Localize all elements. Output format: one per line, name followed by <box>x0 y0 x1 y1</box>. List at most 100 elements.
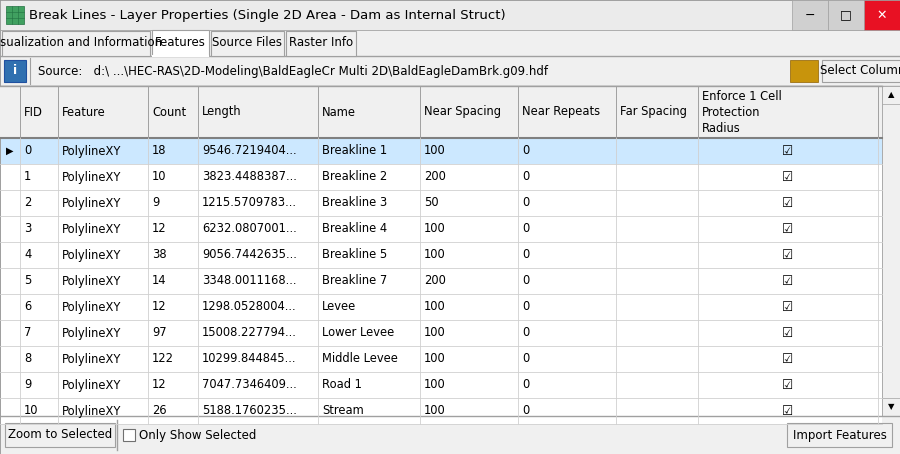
Text: Road 1: Road 1 <box>322 379 362 391</box>
Bar <box>1 138 882 164</box>
Text: 8: 8 <box>24 352 32 365</box>
Bar <box>1 372 882 398</box>
Bar <box>864 0 900 30</box>
Text: 15008.227794...: 15008.227794... <box>202 326 297 340</box>
Bar <box>211 31 284 56</box>
Bar <box>4 60 26 82</box>
Text: FID: FID <box>24 105 43 118</box>
Text: Features: Features <box>155 36 206 49</box>
Bar <box>1 346 882 372</box>
Text: Only Show Selected: Only Show Selected <box>139 429 256 441</box>
Text: Zoom to Selected: Zoom to Selected <box>8 429 112 441</box>
Text: 12: 12 <box>152 379 166 391</box>
Text: 6232.0807001...: 6232.0807001... <box>202 222 297 236</box>
Text: Break Lines - Layer Properties (Single 2D Area - Dam as Internal Struct): Break Lines - Layer Properties (Single 2… <box>29 9 506 21</box>
Text: 12: 12 <box>152 222 166 236</box>
Text: Source:   d:\ ...\HEC-RAS\2D-Modeling\BaldEagleCr Multi 2D\BaldEagleDamBrk.g09.h: Source: d:\ ...\HEC-RAS\2D-Modeling\Bald… <box>38 64 548 78</box>
Text: 3: 3 <box>24 222 32 236</box>
Text: i: i <box>13 64 17 78</box>
Bar <box>1 216 882 242</box>
Text: Enforce 1 Cell
Protection
Radius: Enforce 1 Cell Protection Radius <box>702 89 782 134</box>
Text: 100: 100 <box>424 144 446 158</box>
Text: 9: 9 <box>152 197 159 209</box>
Text: ☑: ☑ <box>782 352 794 365</box>
Text: PolylineXY: PolylineXY <box>62 275 122 287</box>
Bar <box>792 0 828 30</box>
Text: 1: 1 <box>24 171 32 183</box>
Text: Length: Length <box>202 105 241 118</box>
Text: ☑: ☑ <box>782 379 794 391</box>
Text: 100: 100 <box>424 352 446 365</box>
Text: 38: 38 <box>152 248 166 262</box>
Text: 18: 18 <box>152 144 166 158</box>
Text: 0: 0 <box>24 144 32 158</box>
Text: ▼: ▼ <box>887 403 895 411</box>
Text: Near Spacing: Near Spacing <box>424 105 501 118</box>
Bar <box>152 30 209 56</box>
Bar <box>787 423 892 447</box>
Text: 122: 122 <box>152 352 174 365</box>
Text: 1298.0528004...: 1298.0528004... <box>202 301 297 314</box>
Text: 3823.4488387...: 3823.4488387... <box>202 171 297 183</box>
Text: Breakline 1: Breakline 1 <box>322 144 387 158</box>
Text: PolylineXY: PolylineXY <box>62 352 122 365</box>
Text: 0: 0 <box>522 222 529 236</box>
Text: 200: 200 <box>424 171 446 183</box>
Text: ✕: ✕ <box>877 9 887 21</box>
Text: Count: Count <box>152 105 186 118</box>
Text: ☑: ☑ <box>782 197 794 209</box>
Text: 5: 5 <box>24 275 32 287</box>
Text: 10299.844845...: 10299.844845... <box>202 352 296 365</box>
Text: 3348.0011168...: 3348.0011168... <box>202 275 296 287</box>
Text: 100: 100 <box>424 405 446 418</box>
Text: 26: 26 <box>152 405 166 418</box>
Text: Stream: Stream <box>322 405 364 418</box>
Text: Far Spacing: Far Spacing <box>620 105 687 118</box>
Text: ☑: ☑ <box>782 301 794 314</box>
Text: PolylineXY: PolylineXY <box>62 171 122 183</box>
Bar <box>882 86 900 416</box>
Text: 0: 0 <box>522 379 529 391</box>
Text: 0: 0 <box>522 301 529 314</box>
Text: 2: 2 <box>24 197 32 209</box>
Text: 50: 50 <box>424 197 438 209</box>
Text: 200: 200 <box>424 275 446 287</box>
Text: ☑: ☑ <box>782 275 794 287</box>
Text: 7047.7346409...: 7047.7346409... <box>202 379 297 391</box>
Text: Breakline 2: Breakline 2 <box>322 171 387 183</box>
Text: ▶: ▶ <box>6 146 14 156</box>
Text: Name: Name <box>322 105 356 118</box>
Text: 0: 0 <box>522 248 529 262</box>
Text: Middle Levee: Middle Levee <box>322 352 398 365</box>
Text: 6: 6 <box>24 301 32 314</box>
Text: 0: 0 <box>522 352 529 365</box>
Bar <box>1 190 882 216</box>
Text: 10: 10 <box>24 405 39 418</box>
Text: −: − <box>805 9 815 21</box>
Bar <box>790 60 818 82</box>
Text: Levee: Levee <box>322 301 356 314</box>
Text: 10: 10 <box>152 171 166 183</box>
Text: Breakline 3: Breakline 3 <box>322 197 387 209</box>
Bar <box>286 31 356 56</box>
Text: 97: 97 <box>152 326 166 340</box>
Bar <box>1 242 882 268</box>
Text: Breakline 7: Breakline 7 <box>322 275 387 287</box>
Text: 7: 7 <box>24 326 32 340</box>
Bar <box>0 86 882 138</box>
Text: PolylineXY: PolylineXY <box>62 301 122 314</box>
Text: 0: 0 <box>522 405 529 418</box>
Bar <box>0 0 900 30</box>
Bar <box>828 0 864 30</box>
Text: ▲: ▲ <box>887 90 895 99</box>
Text: 9056.7442635...: 9056.7442635... <box>202 248 297 262</box>
Text: Breakline 5: Breakline 5 <box>322 248 387 262</box>
Text: PolylineXY: PolylineXY <box>62 248 122 262</box>
Text: Source Files: Source Files <box>212 36 283 49</box>
Text: 12: 12 <box>152 301 166 314</box>
Text: 0: 0 <box>522 275 529 287</box>
Text: ☑: ☑ <box>782 326 794 340</box>
Text: PolylineXY: PolylineXY <box>62 326 122 340</box>
Text: ☑: ☑ <box>782 144 794 158</box>
Text: 100: 100 <box>424 326 446 340</box>
